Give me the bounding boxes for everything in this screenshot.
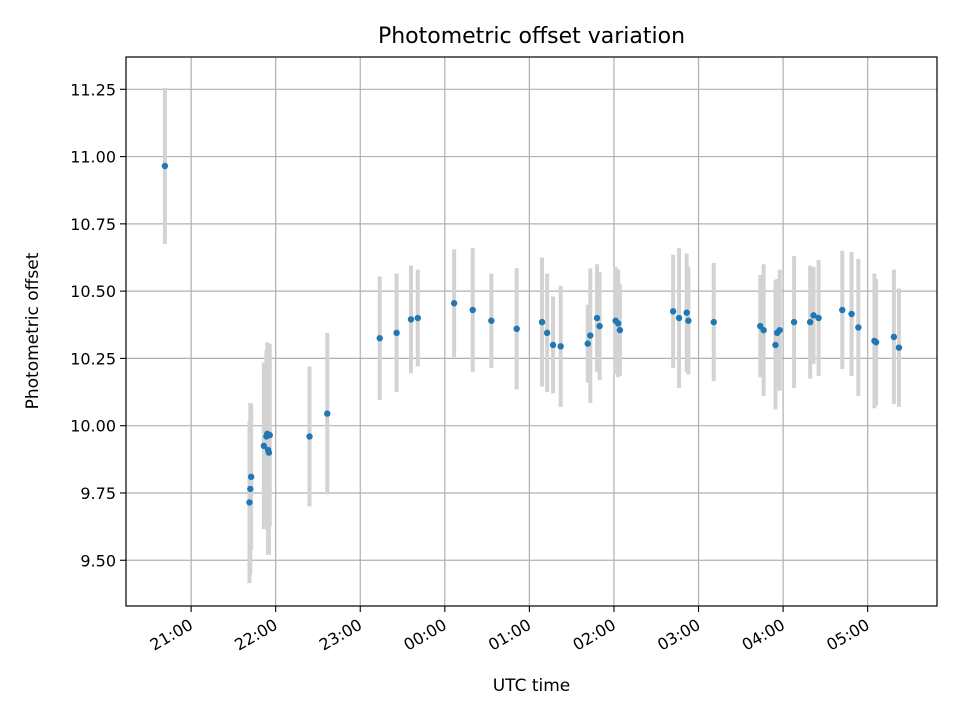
data-points bbox=[161, 162, 903, 506]
x-tick-label: 04:00 bbox=[739, 615, 788, 655]
data-point bbox=[543, 329, 551, 337]
data-point bbox=[488, 317, 495, 324]
data-point bbox=[614, 320, 622, 327]
y-tick-label: 10.50 bbox=[70, 282, 116, 301]
data-point bbox=[760, 326, 767, 334]
y-tick-label: 10.25 bbox=[70, 349, 116, 368]
y-tick-label: 11.00 bbox=[70, 148, 116, 167]
plot-frame bbox=[125, 56, 938, 607]
data-point bbox=[675, 314, 683, 322]
data-point bbox=[839, 306, 846, 314]
data-point bbox=[246, 499, 253, 506]
data-point bbox=[669, 308, 677, 315]
data-point bbox=[685, 317, 692, 324]
x-tick-label: 05:00 bbox=[823, 615, 872, 655]
x-tick-label: 22:00 bbox=[231, 615, 280, 655]
data-point bbox=[407, 316, 415, 323]
data-point bbox=[596, 322, 603, 330]
x-tick-label: 00:00 bbox=[400, 615, 449, 655]
x-tick-label: 02:00 bbox=[570, 615, 619, 655]
data-point bbox=[815, 314, 822, 322]
data-point bbox=[549, 341, 557, 349]
data-point bbox=[513, 325, 520, 333]
data-point bbox=[324, 410, 331, 417]
y-tick-label: 10.00 bbox=[70, 417, 116, 436]
data-point bbox=[710, 318, 717, 326]
data-point bbox=[450, 300, 458, 307]
data-point bbox=[161, 162, 169, 170]
x-tick-label: 03:00 bbox=[654, 615, 703, 655]
data-point bbox=[776, 326, 783, 334]
data-point bbox=[265, 449, 273, 456]
data-point bbox=[872, 339, 880, 346]
data-point bbox=[806, 318, 814, 326]
data-point bbox=[895, 344, 903, 351]
data-point bbox=[260, 442, 268, 450]
y-tick-label: 9.50 bbox=[80, 551, 116, 570]
data-point bbox=[247, 485, 254, 493]
data-point bbox=[810, 312, 817, 319]
data-point bbox=[557, 343, 564, 350]
y-tick-label: 9.75 bbox=[80, 484, 116, 503]
data-point bbox=[890, 333, 898, 341]
data-point bbox=[683, 309, 690, 316]
data-point bbox=[414, 314, 421, 322]
data-point bbox=[469, 306, 476, 314]
data-point bbox=[376, 335, 383, 342]
errorbars bbox=[162, 87, 901, 584]
data-point bbox=[848, 310, 855, 318]
x-tick-label: 23:00 bbox=[316, 615, 365, 655]
data-point bbox=[772, 341, 779, 349]
data-point bbox=[855, 324, 862, 331]
x-tick-label: 21:00 bbox=[147, 615, 196, 655]
data-point bbox=[306, 433, 313, 440]
data-point bbox=[393, 329, 400, 337]
chart-title: Photometric offset variation bbox=[378, 24, 685, 49]
data-point bbox=[247, 473, 255, 481]
data-point bbox=[593, 314, 601, 322]
x-axis-label: UTC time bbox=[493, 676, 571, 696]
y-tick-label: 10.75 bbox=[70, 215, 116, 234]
data-point bbox=[584, 340, 591, 347]
x-tick-label: 01:00 bbox=[485, 615, 534, 655]
data-point bbox=[587, 332, 594, 339]
y-axis-label: Photometric offset bbox=[23, 252, 43, 409]
data-point bbox=[266, 431, 273, 439]
data-point bbox=[538, 318, 546, 326]
y-tick-label: 11.25 bbox=[70, 80, 116, 99]
data-point bbox=[790, 318, 798, 326]
data-point bbox=[616, 326, 624, 334]
